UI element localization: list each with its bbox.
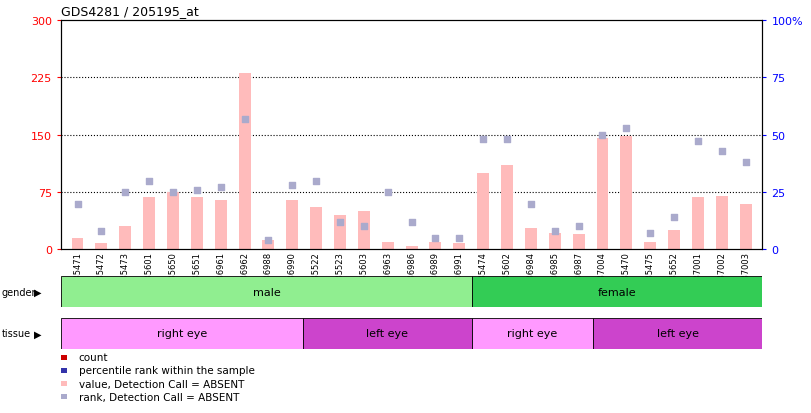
Text: GDS4281 / 205195_at: GDS4281 / 205195_at <box>61 5 199 18</box>
Bar <box>644 242 656 250</box>
Point <box>620 125 633 132</box>
Bar <box>472 318 593 349</box>
Text: male: male <box>252 287 281 297</box>
Bar <box>549 233 560 250</box>
Text: right eye: right eye <box>157 328 207 339</box>
Point <box>262 237 275 244</box>
Text: tissue: tissue <box>2 328 31 339</box>
Point <box>572 224 585 230</box>
Point <box>525 201 538 207</box>
Point <box>358 224 371 230</box>
Bar <box>593 318 762 349</box>
Point <box>381 189 394 196</box>
Point <box>143 178 156 184</box>
Bar <box>597 139 608 250</box>
Bar <box>303 318 472 349</box>
Text: rank, Detection Call = ABSENT: rank, Detection Call = ABSENT <box>79 392 239 402</box>
Text: gender: gender <box>2 287 36 297</box>
Point <box>405 219 418 225</box>
Bar <box>477 173 489 250</box>
Bar <box>71 238 84 250</box>
Point <box>214 185 227 191</box>
Bar <box>61 318 303 349</box>
Point <box>715 148 728 154</box>
Point <box>285 183 298 189</box>
Point <box>667 214 680 221</box>
Point <box>739 159 752 166</box>
Bar <box>119 227 131 250</box>
Bar <box>334 216 346 250</box>
Point <box>500 137 513 143</box>
Point <box>453 235 466 242</box>
Bar <box>263 241 274 250</box>
Point <box>333 219 346 225</box>
Bar <box>668 231 680 250</box>
Bar <box>215 200 226 250</box>
Point <box>644 230 657 237</box>
Bar <box>472 277 762 308</box>
Bar <box>406 246 418 250</box>
Bar <box>382 242 393 250</box>
Point <box>548 228 561 235</box>
Bar <box>525 228 537 250</box>
Bar <box>96 244 107 250</box>
Point <box>310 178 323 184</box>
Bar <box>238 74 251 250</box>
Text: ▶: ▶ <box>34 287 41 297</box>
Point <box>118 189 131 196</box>
Point <box>477 137 490 143</box>
Bar <box>620 137 633 250</box>
Text: percentile rank within the sample: percentile rank within the sample <box>79 366 255 375</box>
Bar <box>692 198 704 250</box>
Bar <box>310 208 322 250</box>
Point <box>238 116 251 123</box>
Text: ▶: ▶ <box>34 328 41 339</box>
Bar <box>286 200 298 250</box>
Text: female: female <box>598 287 637 297</box>
Point <box>71 201 84 207</box>
Point <box>692 139 705 145</box>
Point <box>191 187 204 194</box>
Bar <box>430 242 441 250</box>
Bar <box>61 277 472 308</box>
Text: value, Detection Call = ABSENT: value, Detection Call = ABSENT <box>79 379 244 389</box>
Text: left eye: left eye <box>367 328 409 339</box>
Text: count: count <box>79 352 108 362</box>
Bar <box>740 204 752 250</box>
Bar <box>167 192 179 250</box>
Point <box>596 132 609 139</box>
Bar <box>573 235 585 250</box>
Bar <box>453 244 466 250</box>
Point <box>429 235 442 242</box>
Bar <box>716 197 727 250</box>
Text: left eye: left eye <box>657 328 698 339</box>
Bar <box>358 211 370 250</box>
Point <box>166 189 179 196</box>
Bar <box>501 166 513 250</box>
Point <box>95 228 108 235</box>
Bar <box>144 198 155 250</box>
Text: right eye: right eye <box>508 328 558 339</box>
Bar <box>191 198 203 250</box>
